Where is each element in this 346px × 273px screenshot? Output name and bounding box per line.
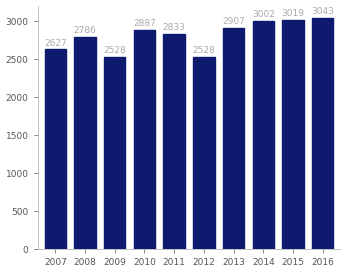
Bar	[312, 18, 333, 250]
Text: 2907: 2907	[222, 17, 245, 26]
Text: 2528: 2528	[192, 46, 215, 55]
Text: 2627: 2627	[44, 38, 67, 48]
Bar	[253, 21, 274, 250]
Bar	[193, 57, 215, 250]
Bar	[282, 20, 304, 250]
Text: 3019: 3019	[281, 9, 304, 18]
Bar	[134, 30, 155, 250]
Text: 2786: 2786	[74, 26, 97, 35]
Bar	[74, 37, 96, 250]
Bar	[223, 28, 244, 250]
Text: 2887: 2887	[133, 19, 156, 28]
Bar	[104, 57, 126, 250]
Text: 2528: 2528	[103, 46, 126, 55]
Text: 3043: 3043	[311, 7, 334, 16]
Text: 3002: 3002	[252, 10, 275, 19]
Bar	[163, 34, 185, 250]
Text: 2833: 2833	[163, 23, 185, 32]
Bar	[45, 49, 66, 250]
